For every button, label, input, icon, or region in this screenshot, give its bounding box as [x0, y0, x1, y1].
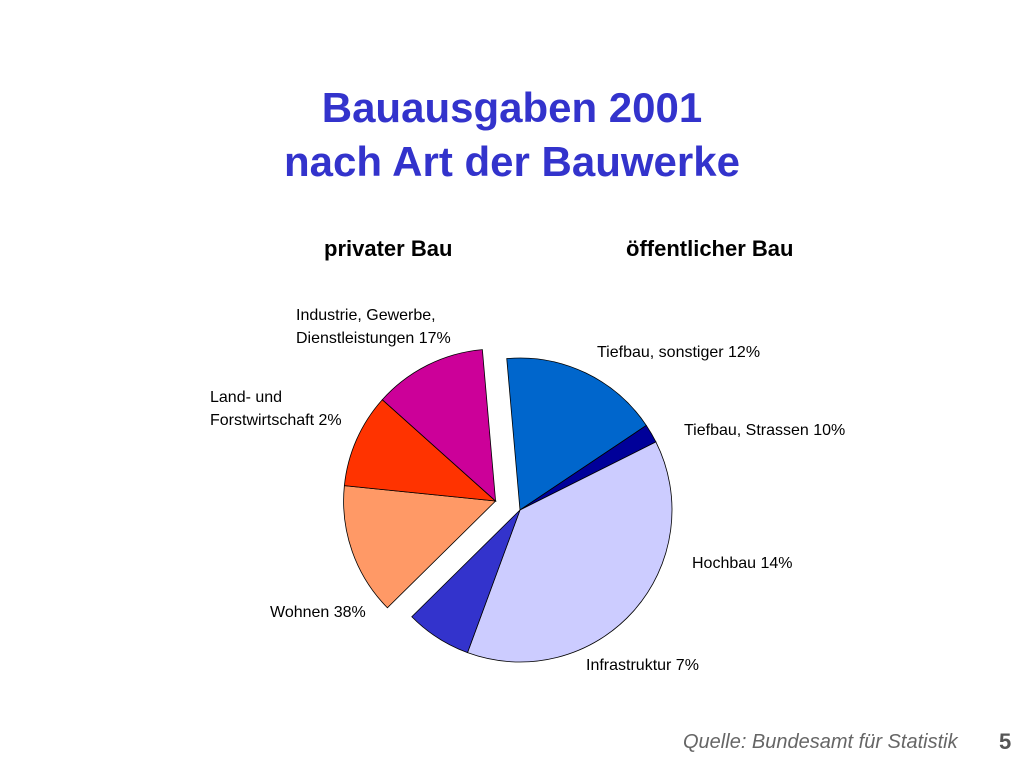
- pie-slice-4: [343, 485, 497, 609]
- slice-label-infrastruktur: Infrastruktur 7%: [586, 657, 699, 674]
- group-label-private: privater Bau: [324, 236, 453, 261]
- pie-slice-5: [343, 399, 497, 502]
- pie-slice-0: [506, 357, 647, 511]
- slice-label-industrie: Industrie, Gewerbe, Dienstleistungen 17%: [296, 304, 451, 350]
- slice-label-hochbau: Hochbau 14%: [692, 555, 793, 572]
- pie-slice-2: [467, 441, 673, 663]
- page-number: 5: [999, 729, 1012, 754]
- slice-label-land-line1: Land- und: [210, 389, 283, 406]
- source-note: Quelle: Bundesamt für Statistik: [683, 731, 958, 753]
- slice-label-land: Land- und Forstwirtschaft 2%: [210, 386, 342, 432]
- slice-label-tiefbau-sonstiger: Tiefbau, sonstiger 12%: [597, 344, 761, 361]
- chart-title-line2: nach Art der Bauwerke: [284, 138, 740, 185]
- slice-label-tiefbau-strassen: Tiefbau, Strassen 10%: [684, 422, 846, 439]
- chart-title-line1: Bauausgaben 2001: [321, 84, 703, 131]
- slice-label-industrie-line2: Dienstleistungen 17%: [296, 330, 451, 347]
- slice-label-wohnen: Wohnen 38%: [270, 604, 366, 621]
- pie-slice-6: [381, 349, 497, 502]
- slice-label-industrie-line1: Industrie, Gewerbe,: [296, 307, 436, 324]
- group-label-public: öffentlicher Bau: [626, 236, 794, 261]
- pie-slice-3: [411, 509, 521, 654]
- slice-label-land-line2: Forstwirtschaft 2%: [210, 412, 342, 429]
